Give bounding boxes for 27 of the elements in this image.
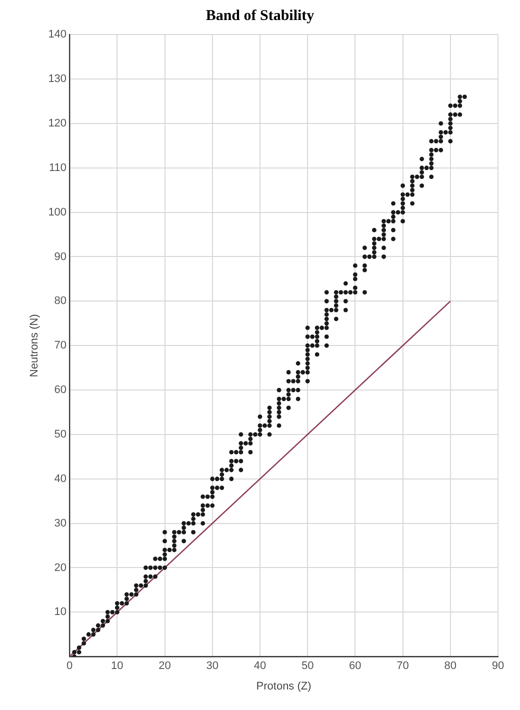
- y-tick-label: 100: [48, 206, 67, 218]
- x-tick-label: 80: [444, 660, 457, 672]
- y-tick-label: 30: [54, 517, 67, 530]
- x-tick-label: 0: [66, 660, 73, 672]
- x-axis-title: Protons (Z): [256, 680, 312, 692]
- y-tick-label: 40: [54, 472, 67, 485]
- x-tick-label: 20: [158, 660, 171, 672]
- y-tick-label: 80: [54, 295, 67, 308]
- y-tick-label: 60: [54, 384, 67, 396]
- y-tick-label: 140: [48, 28, 67, 41]
- x-tick-label: 70: [396, 660, 409, 672]
- y-tick-label: 120: [48, 117, 67, 130]
- y-tick-label: 50: [54, 428, 67, 440]
- y-tick-label: 70: [54, 340, 67, 352]
- x-tick-label: 60: [349, 660, 362, 672]
- x-tick-label: 30: [206, 660, 218, 672]
- y-tick-label: 130: [48, 73, 67, 86]
- x-tick-label: 10: [111, 660, 124, 672]
- y-tick-label: 110: [49, 162, 67, 174]
- y-tick-label: 20: [54, 562, 67, 574]
- x-tick-label: 40: [254, 660, 266, 672]
- x-tick-label: 50: [301, 660, 314, 672]
- chart-title: Band of Stability: [204, 8, 316, 25]
- y-tick-label: 10: [54, 606, 67, 618]
- y-tick-label: 90: [54, 250, 67, 263]
- x-tick-label: 90: [492, 660, 504, 672]
- y-axis-title: Neutrons (N): [28, 314, 41, 378]
